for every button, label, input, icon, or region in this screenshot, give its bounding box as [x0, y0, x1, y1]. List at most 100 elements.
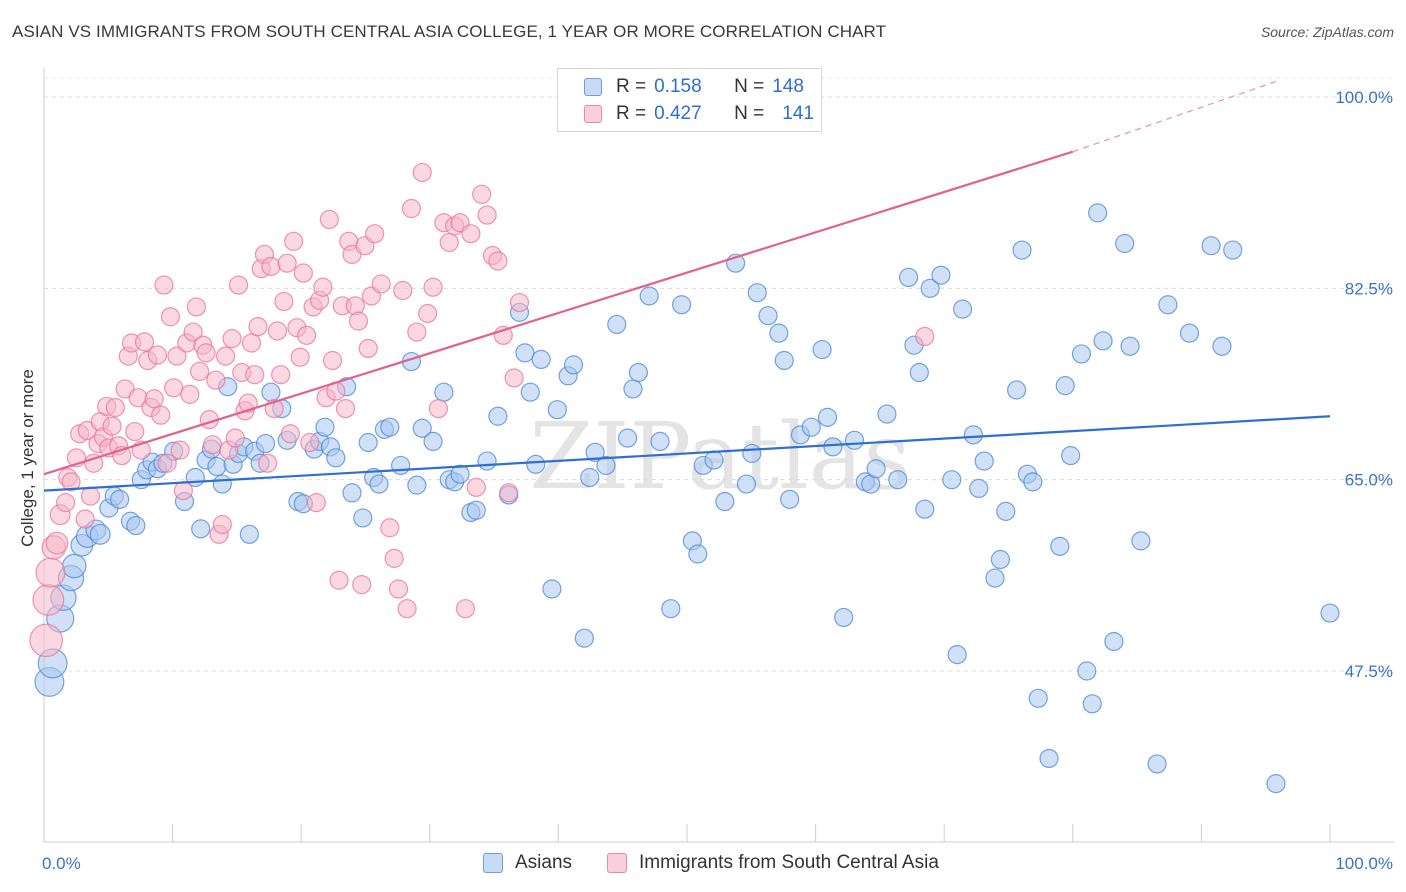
point-asians-26	[207, 456, 227, 477]
point-immigrants-40	[167, 346, 187, 366]
point-asians-116	[909, 362, 929, 383]
point-immigrants-80	[297, 325, 317, 345]
point-asians-36	[261, 382, 281, 402]
point-immigrants-120	[466, 477, 486, 497]
point-asians-125	[974, 451, 994, 471]
point-immigrants-127	[504, 368, 524, 388]
trend-line-asians	[43, 415, 1331, 492]
point-asians-118	[920, 278, 940, 298]
point-immigrants-83	[306, 493, 326, 513]
point-asians-136	[1055, 376, 1075, 396]
point-asians-138	[1071, 344, 1092, 364]
point-immigrants-118	[455, 599, 476, 619]
legend-r-label: R =	[616, 103, 647, 124]
point-asians-152	[1223, 240, 1243, 260]
point-asians-145	[1120, 336, 1140, 356]
point-immigrants-99	[358, 338, 378, 359]
legend-row-immigrants: R = 0.427 N = 141	[584, 103, 814, 125]
source-credit: Source: ZipAtlas.com	[1260, 24, 1394, 40]
point-immigrants-121	[472, 184, 492, 204]
point-asians-129	[1007, 380, 1027, 400]
point-asians-150	[1201, 236, 1221, 256]
point-immigrants-111	[418, 303, 438, 324]
point-immigrants-110	[412, 162, 432, 183]
point-asians-48	[353, 508, 373, 528]
legend-swatch-asians	[584, 78, 602, 96]
point-immigrants-122	[477, 205, 497, 225]
point-immigrants-106	[393, 280, 413, 301]
point-immigrants-85	[313, 277, 333, 297]
point-asians-5	[61, 553, 87, 579]
point-immigrants-45	[183, 322, 203, 342]
point-asians-111	[866, 459, 886, 479]
point-immigrants-54	[212, 514, 232, 535]
point-immigrants-107	[397, 599, 417, 619]
legend-label-asians: Asians	[515, 852, 573, 873]
point-asians-70	[520, 382, 540, 402]
point-immigrants-79	[293, 263, 313, 283]
point-asians-88	[671, 295, 692, 315]
point-immigrants-6	[56, 493, 76, 513]
point-asians-74	[547, 400, 567, 420]
point-asians-121	[947, 644, 967, 665]
point-asians-86	[650, 431, 670, 451]
point-asians-65	[477, 451, 497, 471]
point-immigrants-102	[371, 274, 391, 294]
point-asians-151	[1212, 336, 1232, 356]
point-asians-105	[817, 407, 838, 427]
trend-line-immigrants-extension	[1072, 79, 1279, 153]
point-asians-57	[412, 418, 432, 438]
point-immigrants-112	[423, 277, 443, 297]
legend-n-label: N =	[734, 76, 765, 97]
legend-n-value: 141	[782, 103, 814, 124]
legend-row-asians: R = 0.158 N = 148	[584, 76, 804, 98]
point-asians-133	[1028, 688, 1048, 708]
point-asians-143	[1104, 631, 1124, 652]
point-immigrants-58	[225, 428, 245, 448]
point-asians-113	[888, 470, 908, 490]
point-immigrants-49	[196, 343, 216, 363]
point-asians-127	[990, 549, 1010, 570]
y-tick-label-3: 47.5%	[1345, 662, 1393, 681]
point-asians-95	[736, 474, 757, 494]
point-immigrants-75	[280, 424, 300, 444]
point-asians-9	[89, 523, 111, 545]
point-immigrants-11	[75, 509, 95, 529]
point-immigrants-42	[173, 481, 194, 501]
point-immigrants-92	[335, 399, 356, 419]
point-immigrants-36	[154, 275, 174, 295]
point-asians-149	[1179, 323, 1200, 343]
point-asians-154	[1320, 603, 1340, 623]
point-immigrants-21	[105, 397, 125, 418]
point-immigrants-124	[488, 251, 508, 271]
point-asians-130	[1012, 240, 1032, 260]
point-asians-96	[742, 443, 762, 464]
point-immigrants-88	[322, 350, 343, 371]
point-asians-141	[1088, 203, 1108, 223]
point-immigrants-69	[261, 256, 281, 277]
point-asians-27	[212, 474, 232, 494]
point-immigrants-101	[365, 224, 385, 244]
point-asians-54	[391, 455, 411, 476]
point-asians-92	[704, 450, 724, 470]
point-immigrants-68	[258, 453, 278, 473]
point-asians-98	[758, 306, 778, 326]
point-immigrants-113	[428, 399, 449, 419]
point-immigrants-0	[29, 623, 63, 658]
point-asians-99	[769, 323, 789, 343]
point-asians-137	[1061, 446, 1081, 466]
point-immigrants-55	[215, 346, 236, 366]
legend-item-asians: Asians	[483, 852, 572, 874]
point-immigrants-52	[206, 370, 226, 390]
point-immigrants-44	[180, 384, 200, 404]
chart-title: ASIAN VS IMMIGRANTS FROM SOUTH CENTRAL A…	[12, 22, 887, 41]
point-asians-56	[407, 475, 427, 495]
point-immigrants-33	[144, 389, 164, 409]
point-asians-64	[466, 500, 486, 520]
point-immigrants-63	[241, 333, 262, 353]
legend-n-label: N =	[734, 103, 765, 124]
y-tick-label-2: 65.0%	[1345, 471, 1393, 490]
point-immigrants-8	[61, 472, 81, 492]
point-asians-123	[963, 425, 983, 445]
